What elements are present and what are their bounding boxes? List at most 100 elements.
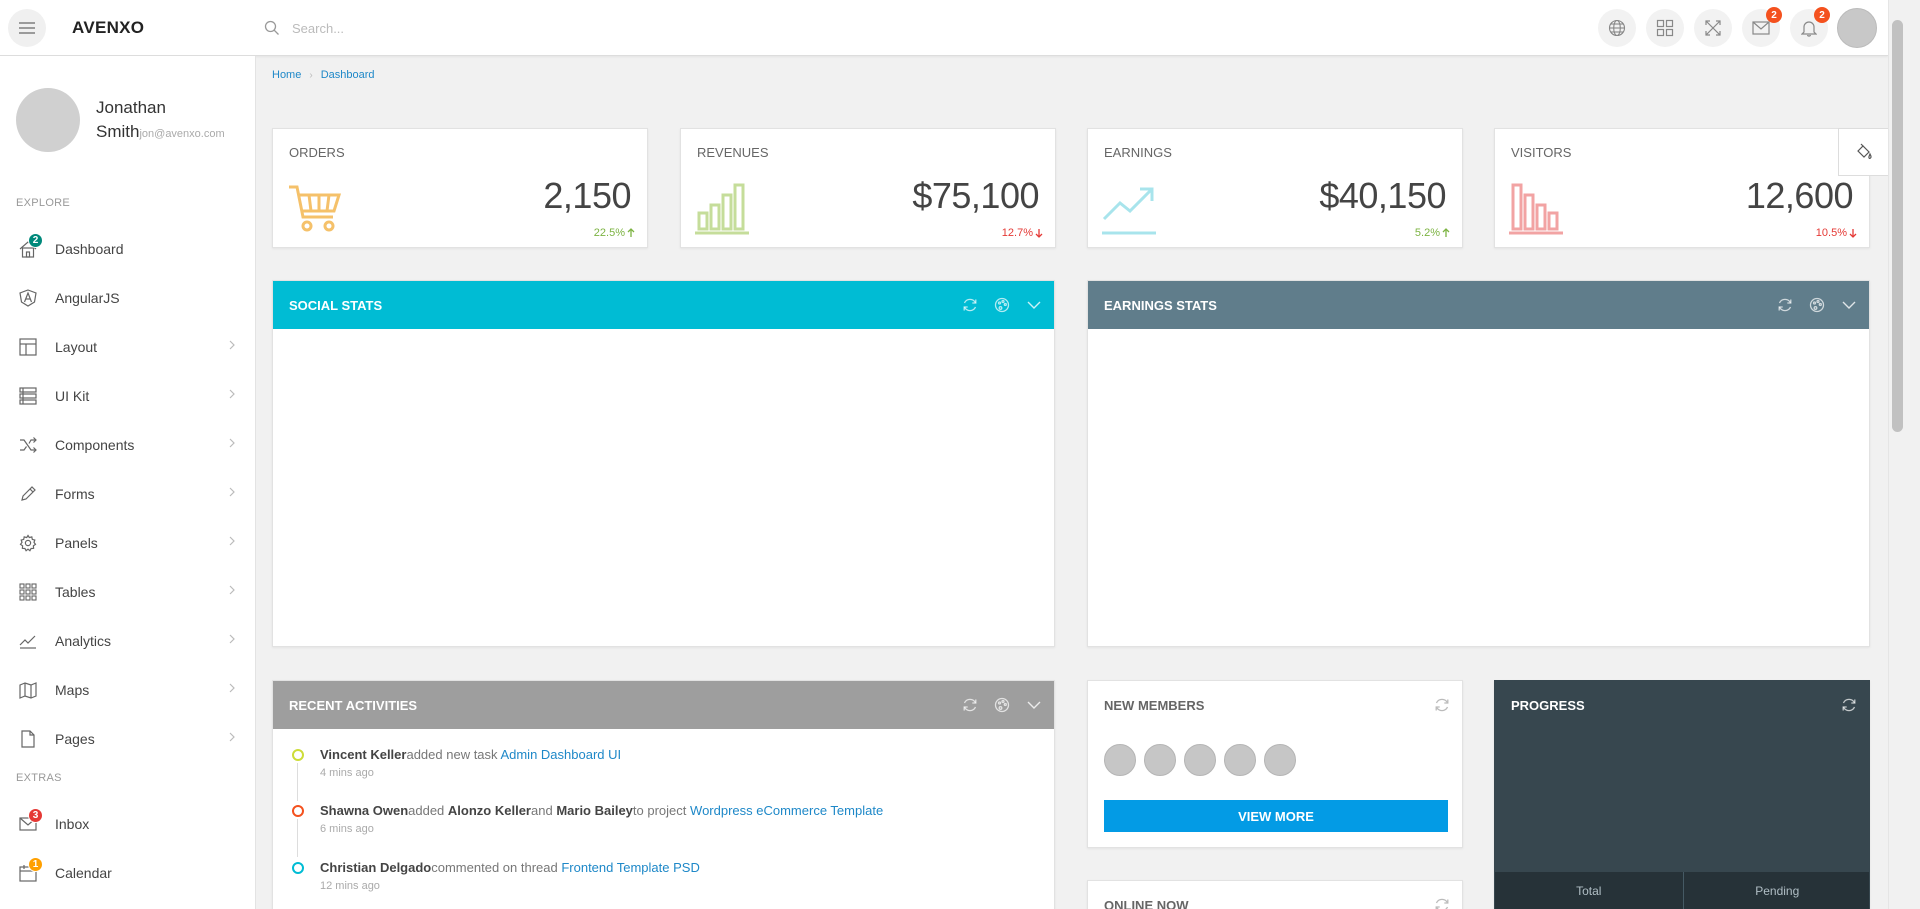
- panel-tools: [960, 295, 1044, 315]
- sidebar-item-ui-kit[interactable]: UI Kit: [0, 376, 256, 416]
- sidebar-item-label: Pages: [55, 731, 95, 747]
- refresh-icon: [963, 298, 977, 312]
- sidebar-item-layout[interactable]: Layout: [0, 327, 256, 367]
- sidebar-item-dashboard[interactable]: 2 Dashboard: [0, 229, 256, 269]
- sidebar-item-angularjs[interactable]: AngularJS: [0, 278, 256, 318]
- activity-link[interactable]: Admin Dashboard UI: [500, 747, 622, 762]
- panel-title: EARNINGS STATS: [1104, 297, 1217, 313]
- activity-link[interactable]: Frontend Template PSD: [561, 860, 700, 875]
- activity-time: 12 mins ago: [320, 880, 380, 892]
- color-picker-button[interactable]: [992, 295, 1012, 315]
- stat-change: 12.7%: [1002, 227, 1043, 239]
- color-picker-button[interactable]: [1807, 295, 1827, 315]
- menu-toggle-button[interactable]: [8, 9, 46, 47]
- activity-actor[interactable]: Vincent Keller: [320, 747, 407, 762]
- panel-header: ONLINE NOW: [1088, 881, 1462, 909]
- activity-verb: commented on thread: [431, 860, 558, 875]
- chevron-right-icon: [229, 389, 235, 399]
- language-button[interactable]: [1598, 9, 1636, 47]
- refresh-icon: [963, 698, 977, 712]
- stat-card-visitors: VISITORS 12,600 10.5%: [1494, 128, 1870, 248]
- member-avatar[interactable]: [1144, 744, 1176, 776]
- bar-chart-descending-icon: [1509, 183, 1563, 235]
- member-avatar[interactable]: [1184, 744, 1216, 776]
- fullscreen-button[interactable]: [1694, 9, 1732, 47]
- scrollbar-thumb[interactable]: [1892, 20, 1903, 432]
- member-avatar[interactable]: [1264, 744, 1296, 776]
- profile-email: jon@avenxo.com: [139, 128, 225, 140]
- panel-header: PROGRESS: [1495, 681, 1869, 729]
- sidebar-item-analytics[interactable]: Analytics: [0, 621, 256, 661]
- activity-link[interactable]: Wordpress eCommerce Template: [690, 803, 884, 818]
- activity-verb: added new task: [406, 747, 498, 762]
- bell-icon: [1801, 21, 1817, 37]
- panel-tools: [1432, 895, 1452, 909]
- online-now-panel: ONLINE NOW: [1087, 880, 1463, 909]
- explore-section-label: EXPLORE: [16, 197, 71, 209]
- chevron-down-icon: [1027, 301, 1041, 309]
- activity-actor-3[interactable]: Mario Bailey: [556, 803, 633, 818]
- breadcrumb: Home › Dashboard: [272, 69, 375, 81]
- stat-change-value: 12.7%: [1001, 227, 1033, 239]
- refresh-button[interactable]: [1839, 695, 1859, 715]
- panel-title: NEW MEMBERS: [1104, 697, 1205, 713]
- breadcrumb-current[interactable]: Dashboard: [320, 69, 375, 81]
- activity-actor-2[interactable]: Alonzo Keller: [447, 803, 531, 818]
- cart-icon: [289, 185, 342, 232]
- gear-icon: [18, 533, 38, 553]
- refresh-button[interactable]: [960, 695, 980, 715]
- profile-avatar[interactable]: [16, 88, 80, 152]
- messages-button[interactable]: 2: [1742, 7, 1782, 47]
- map-icon: [18, 680, 38, 700]
- member-avatars: [1104, 744, 1296, 776]
- sidebar-item-pages[interactable]: Pages: [0, 719, 256, 759]
- inbox-badge: 3: [28, 808, 43, 823]
- refresh-icon: [1778, 298, 1792, 312]
- new-members-panel: NEW MEMBERS VIEW MORE: [1087, 680, 1463, 848]
- sidebar-item-label: AngularJS: [55, 290, 120, 306]
- social-stats-panel: SOCIAL STATS: [272, 280, 1055, 647]
- breadcrumb-home[interactable]: Home: [272, 69, 302, 81]
- collapse-button[interactable]: [1839, 295, 1859, 315]
- theme-settings-button[interactable]: [1838, 128, 1888, 176]
- view-more-button[interactable]: VIEW MORE: [1104, 800, 1448, 832]
- chevron-right-icon: [229, 340, 235, 350]
- search-input[interactable]: [292, 20, 592, 36]
- chevron-right-icon: [229, 536, 235, 546]
- sidebar-item-tables[interactable]: Tables: [0, 572, 256, 612]
- activity-time: 6 mins ago: [320, 823, 374, 835]
- member-avatar[interactable]: [1104, 744, 1136, 776]
- sidebar-item-panels[interactable]: Panels: [0, 523, 256, 563]
- sidebar-item-inbox[interactable]: 3 Inbox: [0, 804, 256, 844]
- chevron-right-icon: [229, 634, 235, 644]
- chevron-right-icon: [229, 683, 235, 693]
- collapse-button[interactable]: [1024, 695, 1044, 715]
- stat-change-value: 10.5%: [1815, 227, 1847, 239]
- activity-actor[interactable]: Christian Delgado: [320, 860, 432, 875]
- color-picker-button[interactable]: [992, 695, 1012, 715]
- notifications-button[interactable]: 2: [1790, 7, 1830, 47]
- refresh-button[interactable]: [1775, 295, 1795, 315]
- apps-button[interactable]: [1646, 9, 1684, 47]
- sidebar-item-forms[interactable]: Forms: [0, 474, 256, 514]
- member-avatar[interactable]: [1224, 744, 1256, 776]
- panel-title: ONLINE NOW: [1104, 897, 1189, 909]
- timeline-line: [297, 763, 298, 801]
- timeline-dot: [292, 749, 304, 761]
- user-avatar-button[interactable]: [1837, 8, 1877, 48]
- activity-actor[interactable]: Shawna Owen: [320, 803, 409, 818]
- apps-grid-icon: [1656, 19, 1674, 37]
- refresh-button[interactable]: [1432, 695, 1452, 715]
- refresh-button[interactable]: [960, 295, 980, 315]
- pencil-icon: [18, 484, 38, 504]
- extras-section-label: EXTRAS: [16, 772, 62, 784]
- dashboard-badge: 2: [28, 233, 43, 248]
- sidebar-item-maps[interactable]: Maps: [0, 670, 256, 710]
- arrow-up-icon: [627, 228, 635, 237]
- sidebar-item-calendar[interactable]: 1 Calendar: [0, 853, 256, 893]
- page-scrollbar[interactable]: [1888, 0, 1905, 909]
- brand-logo[interactable]: AVENXO: [72, 18, 145, 37]
- collapse-button[interactable]: [1024, 295, 1044, 315]
- refresh-button[interactable]: [1432, 895, 1452, 909]
- sidebar-item-components[interactable]: Components: [0, 425, 256, 465]
